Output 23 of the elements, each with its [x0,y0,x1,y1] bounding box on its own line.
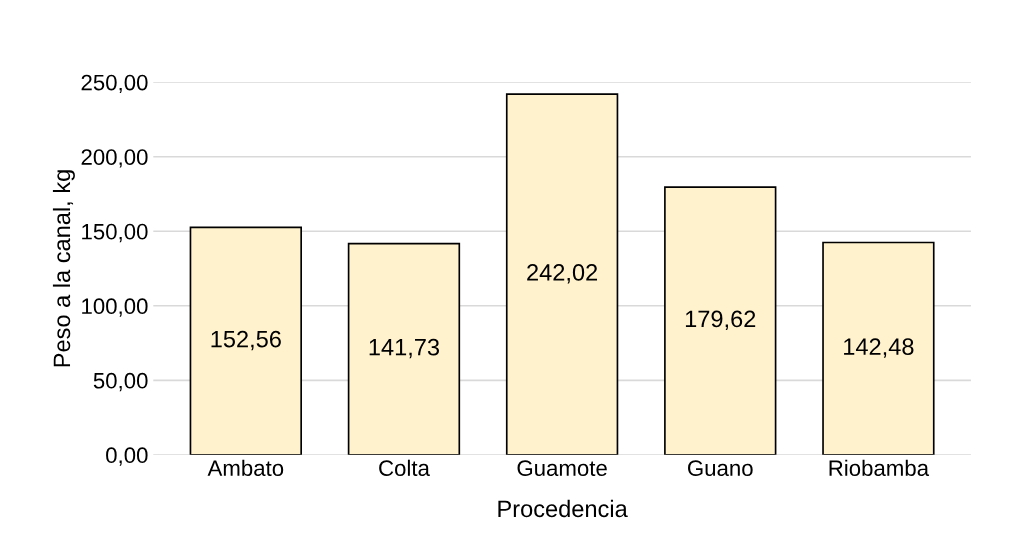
y-tick-label: 200,00 [81,149,148,168]
bar [189,226,302,455]
data-label: 142,48 [844,338,914,358]
y-tick-label: 250,00 [81,74,148,94]
y-tick-label: 0,00 [106,447,148,466]
x-tick-label: Guano [688,460,753,477]
y-tick-label: 100,00 [82,298,148,317]
bar [822,241,935,455]
x-tick-label: Riobamba [829,459,930,477]
data-label: 141,73 [369,338,440,359]
x-tick-label: Guamote [517,460,607,477]
y-tick-label: 150,00 [82,223,148,243]
bar [347,242,461,455]
x-tick-label: Ambato [207,459,284,477]
y-tick-label: 50,00 [93,372,148,392]
data-label: 179,62 [685,310,756,331]
data-label: 242,02 [527,264,598,284]
bar [664,186,777,455]
data-label: 152,56 [211,330,281,351]
x-tick-label: Colta [379,459,430,477]
bar [505,93,619,455]
x-axis-title: Procedencia [498,499,628,518]
y-axis-title: Peso a la canal, kg [52,170,75,367]
